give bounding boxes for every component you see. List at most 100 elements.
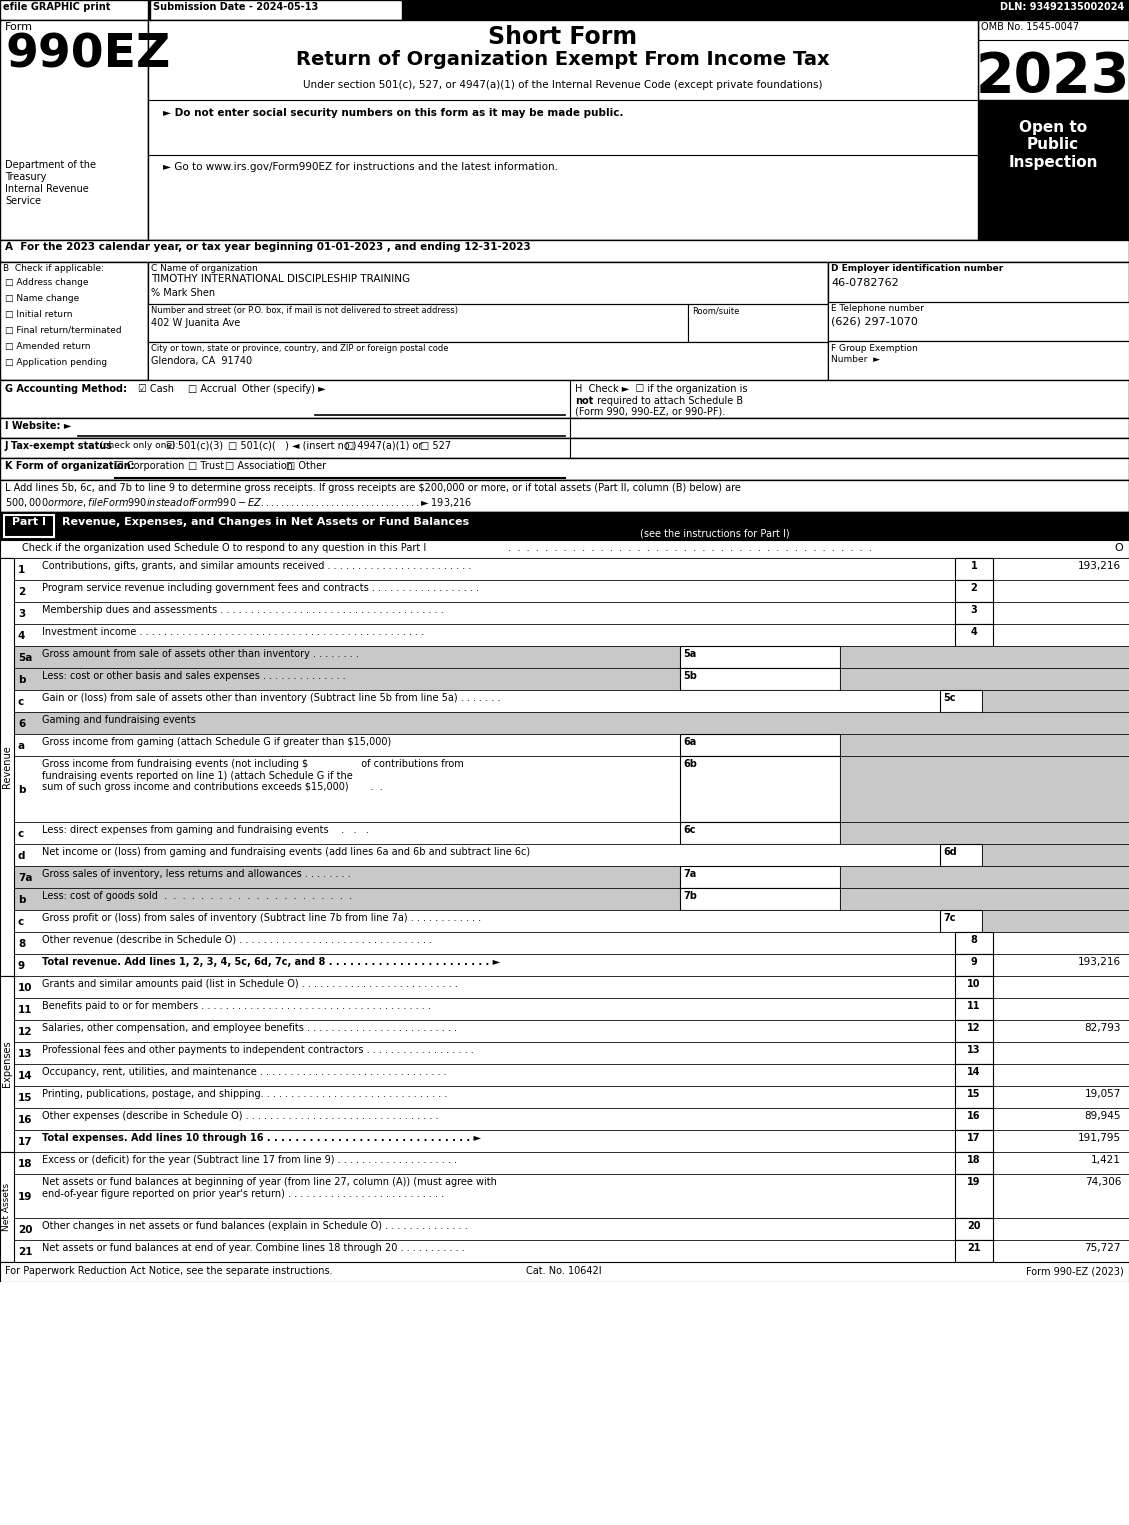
- Text: Program service revenue including government fees and contracts . . . . . . . . : Program service revenue including govern…: [42, 583, 479, 593]
- Text: .  .  .  .  .  .  .  .  .  .  .  .  .  .  .  .  .  .  .  .  .  .  .  .  .  .  . : . . . . . . . . . . . . . . . . . . . . …: [505, 543, 875, 554]
- Text: Part I: Part I: [12, 517, 46, 528]
- Bar: [840, 822, 1129, 843]
- Bar: [840, 888, 1129, 910]
- Text: 15: 15: [968, 1089, 981, 1100]
- Text: City or town, state or province, country, and ZIP or foreign postal code: City or town, state or province, country…: [151, 345, 448, 352]
- Bar: [14, 955, 1129, 976]
- Bar: [0, 380, 1129, 418]
- Text: □ Trust: □ Trust: [189, 461, 225, 471]
- Text: Less: cost or other basis and sales expenses . . . . . . . . . . . . . .: Less: cost or other basis and sales expe…: [42, 671, 345, 682]
- Text: b: b: [18, 895, 26, 904]
- Bar: [14, 1042, 1129, 1064]
- Text: F Group Exemption: F Group Exemption: [831, 345, 918, 352]
- Text: 74,306: 74,306: [1085, 1177, 1121, 1186]
- Text: 8: 8: [971, 935, 978, 945]
- Text: 5a: 5a: [18, 653, 33, 663]
- Text: □ Association: □ Association: [225, 461, 294, 471]
- Bar: [955, 580, 994, 602]
- Text: 402 W Juanita Ave: 402 W Juanita Ave: [151, 319, 240, 328]
- Text: Gross amount from sale of assets other than inventory . . . . . . . .: Gross amount from sale of assets other t…: [42, 650, 359, 659]
- Bar: [14, 822, 1129, 843]
- Text: 6: 6: [18, 718, 25, 729]
- Text: (626) 297-1070: (626) 297-1070: [831, 317, 918, 326]
- Text: Contributions, gifts, grants, and similar amounts received . . . . . . . . . . .: Contributions, gifts, grants, and simila…: [42, 561, 472, 570]
- Text: Under section 501(c), 527, or 4947(a)(1) of the Internal Revenue Code (except pr: Under section 501(c), 527, or 4947(a)(1)…: [304, 79, 823, 90]
- Text: 8: 8: [18, 939, 25, 949]
- Bar: [978, 101, 1129, 239]
- Text: 11: 11: [968, 1000, 981, 1011]
- Text: d: d: [18, 851, 26, 862]
- Bar: [955, 976, 994, 997]
- Text: Form 990-EZ (2023): Form 990-EZ (2023): [1026, 1266, 1124, 1276]
- Text: 193,216: 193,216: [1078, 958, 1121, 967]
- Text: ► Do not enter social security numbers on this form as it may be made public.: ► Do not enter social security numbers o…: [163, 108, 623, 117]
- Bar: [940, 689, 982, 712]
- Bar: [14, 866, 1129, 888]
- Text: K Form of organization:: K Form of organization:: [5, 461, 134, 471]
- Text: Gross profit or (loss) from sales of inventory (Subtract line 7b from line 7a) .: Gross profit or (loss) from sales of inv…: [42, 913, 481, 923]
- Bar: [14, 910, 1129, 932]
- Text: c: c: [18, 917, 24, 927]
- Text: 990EZ: 990EZ: [5, 32, 170, 76]
- Text: DLN: 93492135002024: DLN: 93492135002024: [1000, 2, 1124, 12]
- Text: OMB No. 1545-0047: OMB No. 1545-0047: [981, 21, 1079, 32]
- Text: □ Accrual: □ Accrual: [189, 384, 237, 393]
- Bar: [0, 512, 1129, 540]
- Text: Number  ►: Number ►: [831, 355, 879, 364]
- Text: C Name of organization: C Name of organization: [151, 264, 257, 273]
- Bar: [14, 888, 1129, 910]
- Text: Form: Form: [5, 21, 33, 32]
- Bar: [955, 1020, 994, 1042]
- Text: 17: 17: [18, 1138, 33, 1147]
- Bar: [5, 515, 54, 537]
- Text: Benefits paid to or for members . . . . . . . . . . . . . . . . . . . . . . . . : Benefits paid to or for members . . . . …: [42, 1000, 431, 1011]
- Bar: [955, 1042, 994, 1064]
- Text: 11: 11: [18, 1005, 33, 1016]
- Text: Printing, publications, postage, and shipping. . . . . . . . . . . . . . . . . .: Printing, publications, postage, and shi…: [42, 1089, 447, 1100]
- Text: □ Other: □ Other: [286, 461, 326, 471]
- Text: Other revenue (describe in Schedule O) . . . . . . . . . . . . . . . . . . . . .: Other revenue (describe in Schedule O) .…: [42, 935, 432, 945]
- Text: Department of the: Department of the: [5, 160, 96, 169]
- Text: Less: direct expenses from gaming and fundraising events    .   .   .: Less: direct expenses from gaming and fu…: [42, 825, 369, 836]
- Bar: [14, 1064, 1129, 1086]
- Bar: [150, 0, 402, 20]
- Bar: [0, 976, 14, 1151]
- Text: Return of Organization Exempt From Income Tax: Return of Organization Exempt From Incom…: [296, 50, 830, 69]
- Bar: [0, 1151, 14, 1263]
- Text: Number and street (or P.O. box, if mail is not delivered to street address): Number and street (or P.O. box, if mail …: [151, 307, 458, 316]
- Text: Gross sales of inventory, less returns and allowances . . . . . . . .: Gross sales of inventory, less returns a…: [42, 869, 351, 878]
- Bar: [828, 262, 1129, 380]
- Text: 5c: 5c: [943, 692, 955, 703]
- Text: c: c: [18, 830, 24, 839]
- Text: Excess or (deficit) for the year (Subtract line 17 from line 9) . . . . . . . . : Excess or (deficit) for the year (Subtra…: [42, 1154, 457, 1165]
- Text: Net assets or fund balances at end of year. Combine lines 18 through 20 . . . . : Net assets or fund balances at end of ye…: [42, 1243, 465, 1254]
- Text: 6c: 6c: [683, 825, 695, 836]
- Text: 10: 10: [18, 984, 33, 993]
- Text: 17: 17: [968, 1133, 981, 1144]
- Bar: [14, 712, 1129, 734]
- Text: I Website: ►: I Website: ►: [5, 421, 71, 432]
- Text: 75,727: 75,727: [1085, 1243, 1121, 1254]
- Text: Glendora, CA  91740: Glendora, CA 91740: [151, 355, 252, 366]
- Bar: [982, 843, 1129, 866]
- Text: Other changes in net assets or fund balances (explain in Schedule O) . . . . . .: Other changes in net assets or fund bala…: [42, 1222, 467, 1231]
- Text: □ 4947(a)(1) or: □ 4947(a)(1) or: [345, 441, 422, 451]
- Bar: [14, 647, 1129, 668]
- Text: Check if the organization used Schedule O to respond to any question in this Par: Check if the organization used Schedule …: [21, 543, 427, 554]
- Bar: [0, 0, 1129, 20]
- Text: 2023: 2023: [975, 50, 1129, 104]
- Text: ☑ 501(c)(3): ☑ 501(c)(3): [166, 441, 224, 451]
- Bar: [688, 303, 828, 342]
- Text: Cat. No. 10642I: Cat. No. 10642I: [526, 1266, 602, 1276]
- Bar: [955, 558, 994, 580]
- Bar: [14, 843, 1129, 866]
- Bar: [14, 689, 1129, 712]
- Text: 3: 3: [18, 608, 25, 619]
- Bar: [680, 866, 840, 888]
- Text: 1: 1: [18, 564, 25, 575]
- Bar: [982, 910, 1129, 932]
- Text: Gain or (loss) from sale of assets other than inventory (Subtract line 5b from l: Gain or (loss) from sale of assets other…: [42, 692, 500, 703]
- Bar: [0, 1263, 1129, 1283]
- Bar: [982, 689, 1129, 712]
- Text: 16: 16: [968, 1112, 981, 1121]
